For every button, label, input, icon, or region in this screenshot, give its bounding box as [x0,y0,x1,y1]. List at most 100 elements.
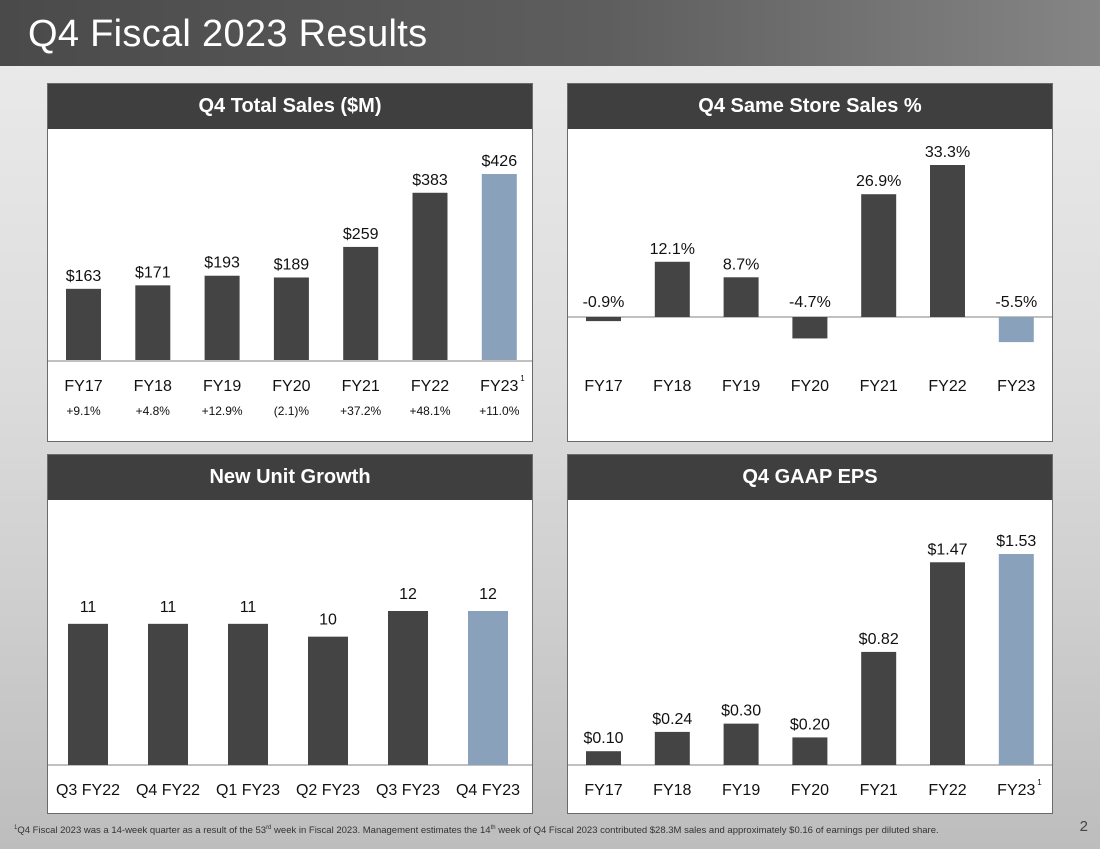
data-label: $0.30 [721,703,761,720]
category-label: Q3 FY22 [56,782,120,799]
category-label: FY20 [791,782,829,799]
bar-q4-fy23 [468,611,508,765]
category-label: FY22 [928,378,966,395]
bar-fy21 [861,194,897,317]
data-label: 11 [240,599,257,616]
bar-fy23 [481,174,517,360]
chart-title: Q4 Total Sales ($M) [48,84,532,129]
new-unit-growth-chart: 11 Q3 FY22 11 Q4 FY22 11 Q1 FY23 10 Q2 FY23 12 Q3… [48,586,532,799]
data-label: $259 [343,226,379,243]
category-label: FY18 [134,378,172,395]
category-label: FY19 [203,378,241,395]
footnote: 1Q4 Fiscal 2023 was a 14-week quarter as… [14,825,939,837]
page-title: Q4 Fiscal 2023 Results [28,13,428,55]
data-label: 11 [160,599,177,616]
category-label: FY19 [722,782,760,799]
data-label: $171 [135,264,171,281]
panel-new-unit-growth: New Unit Growth 11 Q3 FY22 11 Q4 FY22 11 Q1 F… [47,454,533,814]
data-label: $1.47 [927,541,967,558]
category-label: FY23 [480,378,518,395]
bar-fy18 [654,261,690,317]
data-label: 12.1% [650,241,695,258]
footnote-marker: 1 [1037,778,1042,787]
bar-fy21 [861,651,897,765]
data-label: 8.7% [723,256,759,273]
category-label: FY17 [64,378,102,395]
category-label: FY21 [860,782,898,799]
category-label: FY23 [997,378,1035,395]
total-sales-chart: $163 FY17 +9.1% $171 FY18 +4.8% $193 FY19 +12.9%… [48,153,532,418]
category-label: FY18 [653,782,691,799]
data-label: $193 [204,255,240,272]
bar-q3-fy23 [388,611,428,765]
data-label: $0.24 [652,711,692,728]
data-label: 12 [399,586,417,603]
bar-fy23 [998,554,1034,765]
gaap-eps-chart: $0.10 FY17 $0.24 FY18 $0.30 FY19 $0.20 FY20 $0.8… [568,533,1052,799]
category-label: FY17 [584,378,622,395]
category-label: FY23 [997,782,1035,799]
data-label: $0.20 [790,716,830,733]
category-label: FY21 [342,378,380,395]
data-label: $1.53 [996,533,1036,550]
category-label: Q4 FY22 [136,782,200,799]
panel-same-store-sales: Q4 Same Store Sales % -0.9% FY17 12.1% FY18… [567,83,1053,442]
bar-fy22 [930,165,965,317]
bar-fy20 [792,737,828,765]
data-label: $426 [482,153,518,170]
panel-gaap-eps: Q4 GAAP EPS $0.10 FY17 $0.24 FY18 $0.30 FY19 $… [567,454,1053,814]
footnote-marker: 1 [520,374,525,383]
bar-q4-fy22 [148,623,188,765]
category-label: Q1 FY23 [216,782,280,799]
bar-fy21 [343,246,379,360]
bar-fy19 [204,275,240,360]
bar-fy17 [66,288,101,360]
bar-fy20 [792,317,828,339]
category-label: FY18 [653,378,691,395]
chart-title: Q4 GAAP EPS [568,455,1052,500]
bar-fy18 [654,731,690,765]
bar-q2-fy23 [308,636,348,765]
bar-fy22 [412,192,448,360]
category-label: FY20 [791,378,829,395]
same-store-sales-chart: -0.9% FY17 12.1% FY18 8.7% FY19 -4.7% FY20 26.9%… [568,144,1052,395]
bar-q1-fy23 [228,623,268,765]
title-bar: Q4 Fiscal 2023 Results [0,0,1100,66]
page-number: 2 [1079,818,1088,835]
data-label: 11 [80,599,97,616]
data-label: $0.82 [859,631,899,648]
category-label: FY17 [584,782,622,799]
category-label: Q2 FY23 [296,782,360,799]
bar-fy20 [273,277,309,360]
category-label: Q4 FY23 [456,782,520,799]
bar-fy17 [586,317,621,322]
data-label: $383 [412,172,448,189]
bar-fy19 [723,723,759,765]
data-label: $0.10 [583,730,623,747]
data-label: $163 [66,268,102,285]
panel-total-sales: Q4 Total Sales ($M) $163 FY17 +9.1% $171 FY1… [47,83,533,442]
data-label: 33.3% [925,144,970,161]
data-label: 26.9% [856,173,901,190]
data-label: $189 [274,256,310,273]
growth-label: (2.1)% [274,404,310,418]
chart-title: New Unit Growth [48,455,532,500]
category-label: FY22 [411,378,449,395]
bar-fy23 [998,317,1034,343]
data-label: 12 [479,586,497,603]
category-label: FY19 [722,378,760,395]
data-label: -4.7% [789,294,831,311]
data-label: 10 [319,612,337,629]
chart-title: Q4 Same Store Sales % [568,84,1052,129]
category-label: FY20 [272,378,310,395]
growth-label: +48.1% [409,404,450,418]
bar-fy18 [135,285,171,360]
growth-label: +4.8% [136,404,171,418]
category-label: FY22 [928,782,966,799]
category-label: FY21 [860,378,898,395]
data-label: -0.9% [583,294,625,311]
category-label: Q3 FY23 [376,782,440,799]
growth-label: +11.0% [479,404,519,418]
bar-fy17 [586,751,621,765]
bar-q3-fy22 [68,623,108,765]
